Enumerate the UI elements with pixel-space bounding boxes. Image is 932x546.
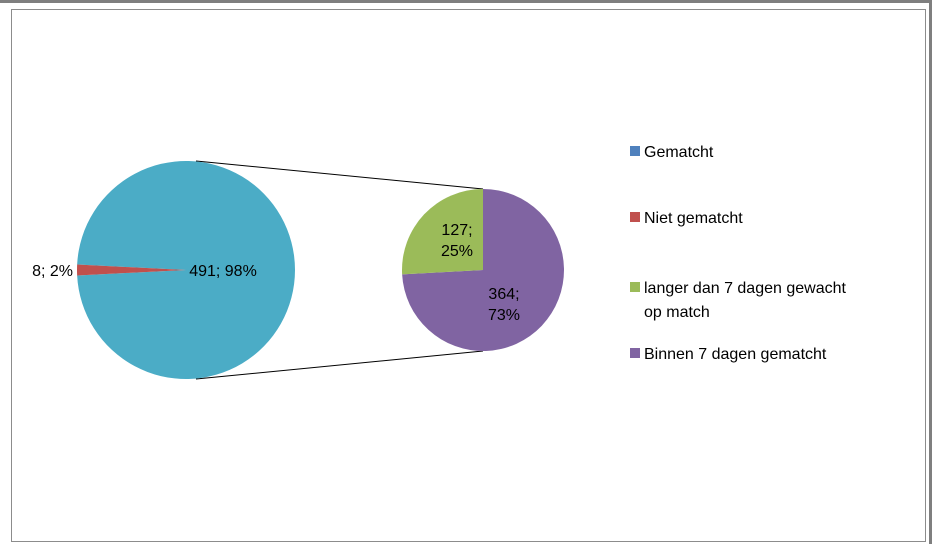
legend-swatch <box>630 348 640 358</box>
legend-item-niet-gematcht: Niet gematcht <box>630 210 743 227</box>
slice-niet-gematcht <box>76 264 186 276</box>
chart-area: 491; 98% 8; 2% 127; 25% 364; 73% Gematcht Niet… <box>11 9 926 542</box>
secondary-pie <box>401 189 564 352</box>
legend-swatch <box>630 212 640 222</box>
connector-line-top <box>195 160 484 190</box>
main-pie <box>76 161 295 379</box>
connector-line-bottom <box>195 350 484 380</box>
legend-label: Gematcht <box>644 144 714 161</box>
legend-swatch <box>630 282 640 292</box>
connector-lines <box>195 160 484 380</box>
legend-label: Niet gematcht <box>644 210 743 227</box>
slice-gematcht <box>77 161 295 379</box>
legend: Gematcht Niet gematcht langer dan 7 dagen … <box>630 144 846 363</box>
data-labels: 491; 98% 8; 2% 127; 25% 364; 73% <box>32 222 520 324</box>
pie-of-pie-chart: 491; 98% 8; 2% 127; 25% 364; 73% Gematcht Niet… <box>32 144 846 380</box>
legend-label: langer dan 7 dagen gewacht op match <box>644 280 846 321</box>
data-label-langer-dan-7-dagen-gewacht-op-match: 127; 25% <box>441 222 473 260</box>
legend-label: Binnen 7 dagen gematcht <box>644 346 827 363</box>
legend-item-gematcht: Gematcht <box>630 144 714 161</box>
data-label-gematcht: 491; 98% <box>189 263 257 280</box>
legend-item-langer-dan-7-dagen-gewacht-op-match: langer dan 7 dagen gewacht op match <box>630 280 846 321</box>
right-border <box>929 0 932 544</box>
slice-langer-dan-7-dagen-gewacht-op-match <box>401 189 483 275</box>
top-border <box>0 0 932 3</box>
slice-binnen-7-dagen-gematcht <box>402 189 564 352</box>
legend-swatch <box>630 146 640 156</box>
legend-item-binnen-7-dagen-gematcht: Binnen 7 dagen gematcht <box>630 346 827 363</box>
data-label-binnen-7-dagen-gematcht: 364; 73% <box>488 286 520 324</box>
data-label-niet-gematcht: 8; 2% <box>32 263 73 280</box>
